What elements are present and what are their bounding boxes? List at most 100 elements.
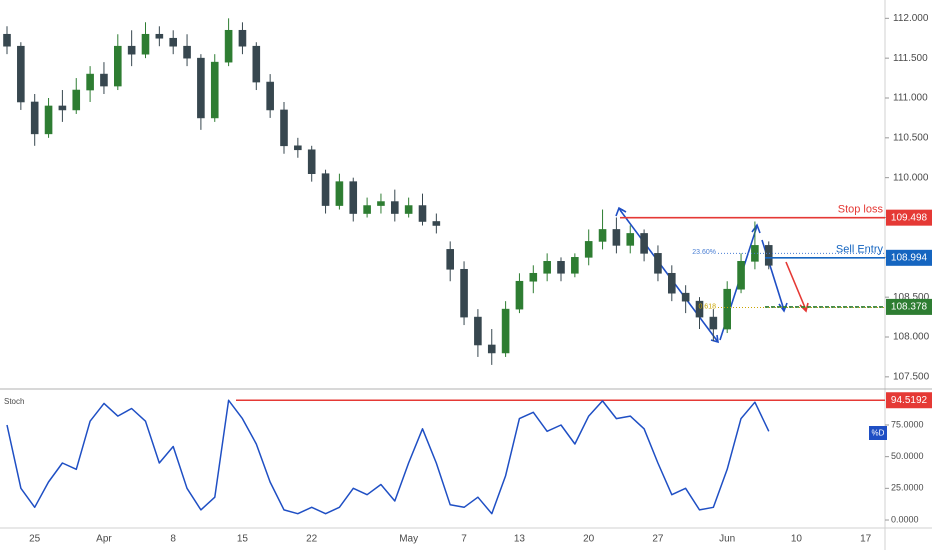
candle-body bbox=[737, 261, 745, 290]
y-tick-label: 50.0000 bbox=[891, 451, 924, 461]
candle-body bbox=[764, 245, 773, 266]
candle-body bbox=[709, 316, 718, 330]
x-tick-label: May bbox=[399, 534, 418, 545]
candle-body bbox=[155, 33, 164, 39]
x-tick-label: 15 bbox=[237, 534, 249, 545]
candle-body bbox=[363, 205, 371, 214]
candle-body bbox=[584, 241, 593, 258]
price-tag-label: 108.994 bbox=[891, 252, 928, 263]
candle-body bbox=[418, 205, 427, 222]
candle-body bbox=[307, 149, 316, 174]
price-tag-label: 108.378 bbox=[891, 302, 928, 313]
candle-body bbox=[598, 229, 607, 242]
candle-body bbox=[501, 308, 510, 354]
candle-body bbox=[681, 292, 690, 302]
y-tick-label: 0.0000 bbox=[891, 514, 919, 524]
candle-body bbox=[460, 268, 468, 318]
x-tick-label: Apr bbox=[96, 534, 112, 545]
candle-body bbox=[667, 272, 676, 294]
price-tag bbox=[886, 298, 932, 315]
candle-body bbox=[571, 257, 579, 274]
candle-body bbox=[294, 145, 302, 151]
candle-body bbox=[141, 33, 150, 55]
candle-body bbox=[17, 45, 25, 103]
level-label: Sell Entry bbox=[836, 244, 884, 256]
candle-body bbox=[238, 29, 247, 47]
candle-body bbox=[224, 29, 233, 63]
y-tick-label: 110.000 bbox=[893, 172, 929, 183]
candle-body bbox=[280, 109, 288, 147]
candle-body bbox=[640, 233, 648, 254]
candle-body bbox=[626, 233, 635, 246]
y-tick-label: 107.500 bbox=[893, 371, 930, 382]
indicator-legend: %D bbox=[872, 429, 885, 438]
x-tick-label: 27 bbox=[652, 534, 664, 545]
candle-body bbox=[3, 33, 11, 47]
candle-body bbox=[321, 173, 330, 206]
candle-body bbox=[529, 272, 538, 282]
y-tick-label: 112.000 bbox=[893, 13, 929, 24]
y-tick-label: 111.500 bbox=[893, 53, 928, 64]
fib-label: 23.60% bbox=[692, 249, 716, 256]
indicator-name: Stoch bbox=[4, 397, 24, 406]
price-tag bbox=[886, 209, 932, 226]
candle-body bbox=[86, 73, 94, 91]
arrow-head bbox=[751, 223, 761, 234]
x-tick-label: 7 bbox=[461, 534, 467, 545]
y-tick-label: 110.500 bbox=[893, 132, 929, 143]
y-tick-label: 25.0000 bbox=[891, 483, 924, 493]
x-tick-label: 25 bbox=[29, 534, 41, 545]
y-tick-label: 75.0000 bbox=[891, 419, 924, 429]
x-tick-label: 8 bbox=[170, 534, 176, 545]
candle-body bbox=[404, 205, 413, 214]
candle-body bbox=[515, 280, 524, 310]
candle-body bbox=[169, 37, 177, 47]
candle-body bbox=[474, 316, 482, 346]
candle-body bbox=[335, 181, 344, 206]
price-tag bbox=[886, 249, 932, 266]
candle-body bbox=[390, 201, 399, 214]
candle-body bbox=[349, 181, 358, 214]
candle-body bbox=[58, 105, 67, 111]
x-tick-label: 10 bbox=[791, 534, 803, 545]
candle-body bbox=[432, 221, 441, 226]
price-tag bbox=[886, 392, 932, 409]
indicator-legend-tag bbox=[869, 426, 887, 440]
arrow-head bbox=[615, 206, 627, 217]
candle-body bbox=[72, 89, 81, 111]
candle-body bbox=[44, 105, 53, 135]
x-tick-label: 22 bbox=[306, 534, 318, 545]
x-tick-label: 20 bbox=[583, 534, 595, 545]
candle-body bbox=[377, 201, 385, 206]
y-tick-label: 108.500 bbox=[893, 292, 930, 303]
y-tick-label: 108.000 bbox=[893, 332, 930, 343]
candle-body bbox=[695, 300, 704, 318]
candle-body bbox=[114, 45, 122, 87]
candle-body bbox=[723, 288, 732, 330]
candle-body bbox=[446, 249, 455, 270]
price-tag-label: 94.5192 bbox=[891, 395, 928, 406]
x-tick-label: 17 bbox=[860, 534, 872, 545]
candle-body bbox=[557, 261, 565, 274]
candle-body bbox=[612, 229, 621, 246]
candle-body bbox=[210, 61, 219, 119]
arrow bbox=[785, 261, 807, 311]
candle-body bbox=[183, 45, 191, 59]
candle-body bbox=[252, 45, 261, 83]
candle-body bbox=[30, 101, 39, 135]
candle-body bbox=[127, 45, 136, 55]
candle-body bbox=[654, 253, 662, 274]
candle-body bbox=[197, 57, 205, 119]
x-tick-label: Jun bbox=[719, 534, 735, 545]
candle-body bbox=[543, 261, 551, 274]
candle-body bbox=[100, 73, 108, 87]
fib-label: 0.618 bbox=[698, 303, 716, 310]
stoch-line bbox=[6, 399, 770, 515]
level-label: Stop loss bbox=[838, 204, 884, 216]
candle-body bbox=[487, 344, 496, 354]
price-tag-label: 109.498 bbox=[891, 212, 928, 223]
candle-body bbox=[266, 81, 274, 111]
y-tick-label: 111.000 bbox=[893, 93, 928, 104]
